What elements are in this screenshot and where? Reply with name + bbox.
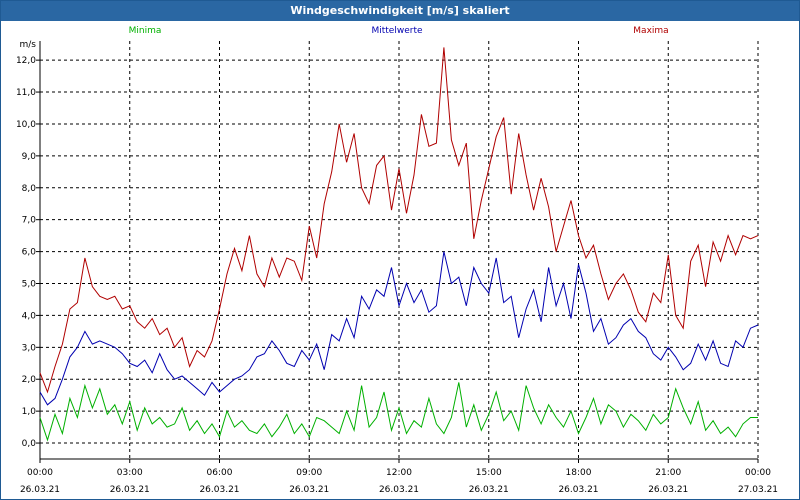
y-tick-label: 4,0 [22,311,37,321]
series-line-maxima [39,47,759,394]
x-tick-time-label: 18:00 [566,468,592,478]
y-tick-label: 3,0 [22,343,37,353]
x-tick-time-label: 00:00 [745,468,771,478]
x-tick-time-label: 06:00 [207,468,233,478]
y-tick-label: 10,0 [16,120,36,130]
x-tick-date-label: 26.03.21 [199,485,239,495]
x-tick-date-label: 26.03.21 [558,485,598,495]
y-tick-label: 8,0 [22,184,37,194]
y-tick-label: 9,0 [22,152,37,162]
x-tick-date-label: 26.03.21 [110,485,150,495]
x-tick-time-label: 00:00 [27,468,53,478]
series-line-minima [39,382,758,442]
legend-entry-mittelwerte: Mittelwerte [371,26,422,36]
x-tick-time-label: 21:00 [655,468,681,478]
series-line-mittelwerte [39,251,759,406]
x-tick-time-label: 09:00 [296,468,322,478]
x-tick-date-label: 26.03.21 [469,485,509,495]
x-tick-time-label: 15:00 [476,468,502,478]
y-tick-label: 0,0 [22,439,37,449]
y-tick-label: 11,0 [16,88,36,98]
y-tick-label: 2,0 [22,375,37,385]
y-tick-label: 6,0 [22,248,37,258]
y-axis-label: m/s [20,40,37,50]
x-tick-date-label: 27.03.21 [738,485,778,495]
legend-entry-minima: Minima [129,26,162,36]
y-tick-label: 1,0 [22,407,37,417]
legend-entry-maxima: Maxima [633,26,668,36]
y-tick-label: 5,0 [22,280,37,290]
x-tick-date-label: 26.03.21 [379,485,419,495]
x-tick-date-label: 26.03.21 [648,485,688,495]
x-tick-date-label: 26.03.21 [289,485,329,495]
x-tick-date-label: 26.03.21 [20,485,60,495]
y-tick-label: 7,0 [22,216,37,226]
x-tick-time-label: 03:00 [117,468,143,478]
y-tick-label: 12,0 [16,56,36,66]
chart-title: Windgeschwindigkeit [m/s] skaliert [1,1,799,21]
x-tick-time-label: 12:00 [386,468,412,478]
